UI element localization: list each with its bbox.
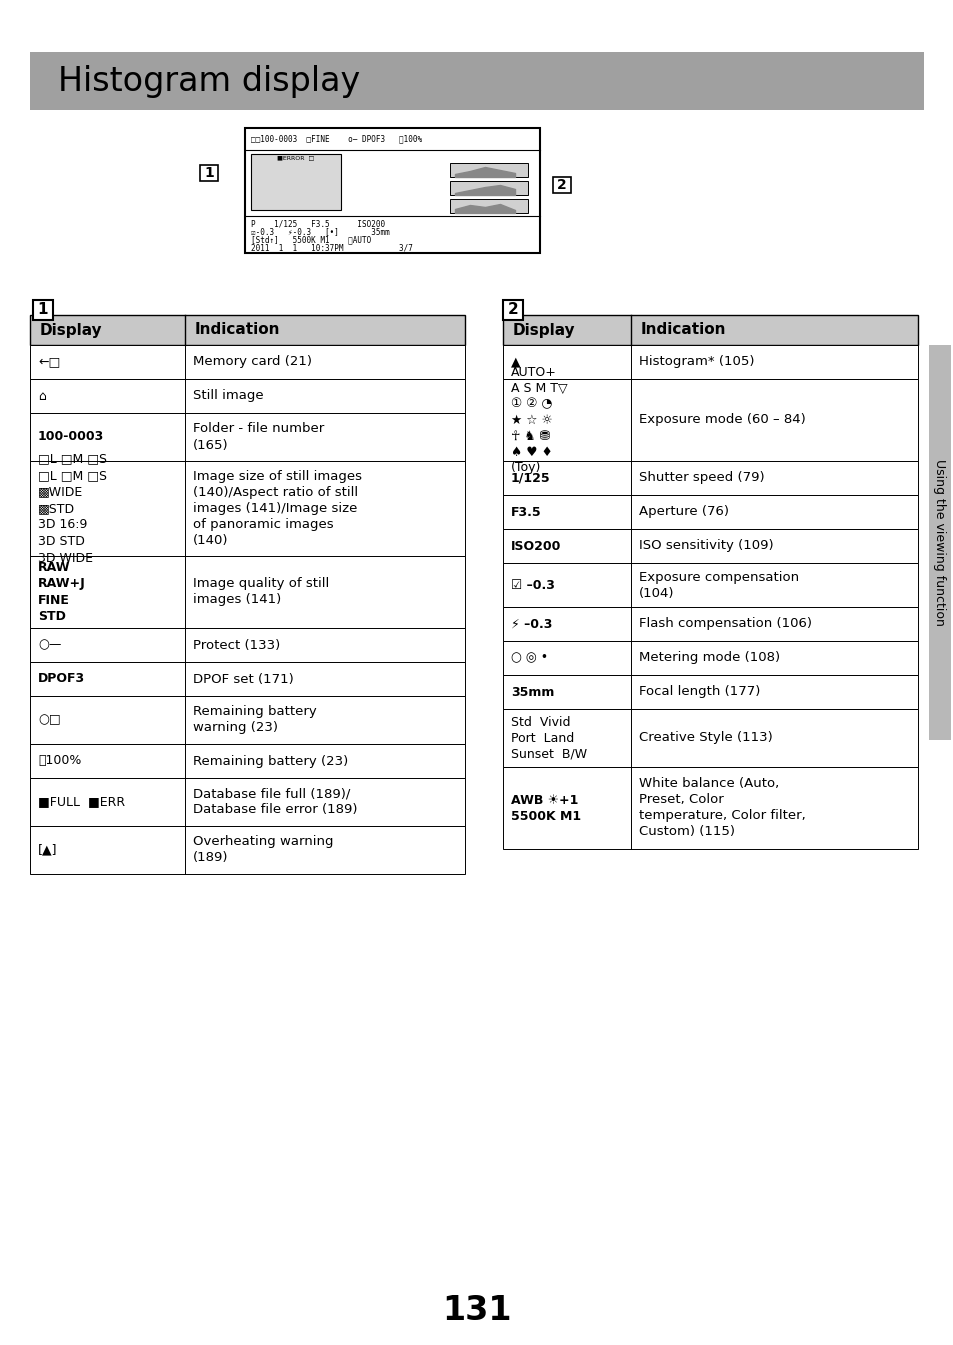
Text: ⚡ –0.3: ⚡ –0.3	[511, 617, 552, 631]
Text: Histogram* (105): Histogram* (105)	[639, 355, 754, 369]
Bar	[553, 178, 571, 192]
Text: ⌂: ⌂	[38, 390, 46, 402]
Text: Flash compensation (106): Flash compensation (106)	[639, 617, 811, 631]
Bar	[33, 300, 53, 320]
Text: 2011  1  1   10:37PM            3/7: 2011 1 1 10:37PM 3/7	[251, 243, 413, 253]
Text: ☑-0.3   ⚡-0.3   [•]       35mm: ☑-0.3 ⚡-0.3 [•] 35mm	[251, 227, 390, 237]
Text: P    1/125   F3.5      ISO200: P 1/125 F3.5 ISO200	[251, 219, 385, 229]
Text: White balance (Auto,
Preset, Color
temperature, Color filter,
Custom) (115): White balance (Auto, Preset, Color tempe…	[639, 777, 805, 838]
Bar	[30, 461, 464, 555]
Text: Display: Display	[513, 323, 575, 338]
Text: 35mm: 35mm	[511, 686, 554, 698]
Bar	[30, 346, 464, 379]
Bar	[30, 379, 464, 413]
Text: □□100-0003  □FINE    o– DPOF3   ⯿100%: □□100-0003 □FINE o– DPOF3 ⯿100%	[251, 134, 421, 144]
Text: F3.5: F3.5	[511, 506, 541, 519]
Text: ■FULL  ■ERR: ■FULL ■ERR	[38, 795, 125, 808]
Text: Database file full (189)/
Database file error (189): Database file full (189)/ Database file …	[193, 788, 357, 816]
Bar	[502, 346, 917, 379]
Text: Indication: Indication	[640, 323, 726, 338]
Text: Still image: Still image	[193, 390, 263, 402]
Text: Using the viewing function: Using the viewing function	[933, 459, 945, 625]
Text: 1: 1	[204, 165, 213, 180]
Text: Std  Vivid
Port  Land
Sunset  B/W: Std Vivid Port Land Sunset B/W	[511, 716, 586, 760]
Text: Protect (133): Protect (133)	[193, 639, 280, 651]
Bar	[30, 628, 464, 662]
Bar	[502, 461, 917, 495]
Bar	[502, 495, 917, 529]
Text: Remaining battery
warning (23): Remaining battery warning (23)	[193, 706, 316, 734]
Text: 1: 1	[38, 303, 49, 317]
Bar	[450, 163, 527, 178]
Text: 2: 2	[507, 303, 517, 317]
Bar	[30, 826, 464, 874]
Bar	[30, 555, 464, 628]
Text: Overheating warning
(189): Overheating warning (189)	[193, 835, 334, 865]
Bar	[502, 564, 917, 607]
Text: 100-0003: 100-0003	[38, 430, 104, 444]
Text: ▲: ▲	[511, 355, 520, 369]
Text: Folder - file number
(165): Folder - file number (165)	[193, 422, 324, 452]
Text: Remaining battery (23): Remaining battery (23)	[193, 755, 348, 768]
Bar	[502, 767, 917, 849]
Text: Memory card (21): Memory card (21)	[193, 355, 312, 369]
Text: Exposure compensation
(104): Exposure compensation (104)	[639, 570, 799, 600]
Bar	[30, 662, 464, 695]
Bar	[502, 607, 917, 642]
Text: Exposure mode (60 – 84): Exposure mode (60 – 84)	[639, 413, 805, 426]
Bar	[200, 165, 218, 182]
Text: DPOF set (171): DPOF set (171)	[193, 672, 294, 686]
Text: ISO200: ISO200	[511, 539, 560, 553]
Bar	[30, 52, 923, 110]
Text: ■ERROR  □: ■ERROR □	[277, 156, 314, 160]
Text: Display: Display	[40, 323, 103, 338]
Text: Image size of still images
(140)/Aspect ratio of still
images (141)/Image size
o: Image size of still images (140)/Aspect …	[193, 469, 361, 547]
Bar	[251, 153, 340, 210]
Bar	[502, 300, 522, 320]
Bar	[450, 199, 527, 213]
Text: RAW
RAW+J
FINE
STD: RAW RAW+J FINE STD	[38, 561, 86, 623]
Text: Indication: Indication	[194, 323, 280, 338]
Text: Creative Style (113): Creative Style (113)	[639, 732, 772, 745]
Bar	[502, 315, 917, 346]
Text: ←□: ←□	[38, 355, 60, 369]
Text: AWB ☀+1
5500K M1: AWB ☀+1 5500K M1	[511, 794, 580, 823]
Bar	[245, 128, 539, 253]
Bar	[502, 529, 917, 564]
Text: ○□: ○□	[38, 713, 61, 726]
Bar	[30, 744, 464, 777]
Text: [Std↑]   5500K M1    ⒶAUTO: [Std↑] 5500K M1 ⒶAUTO	[251, 235, 371, 245]
Text: AUTO+
A S M T▽
① ② ◔
★ ☆ ☼
☥ ♞ ⛃
♠ ♥ ♦
(Toy): AUTO+ A S M T▽ ① ② ◔ ★ ☆ ☼ ☥ ♞ ⛃ ♠ ♥ ♦ (…	[511, 366, 567, 475]
Bar	[30, 777, 464, 826]
Text: Focal length (177): Focal length (177)	[639, 686, 760, 698]
Text: 2: 2	[557, 178, 566, 192]
Text: [▲]: [▲]	[38, 843, 57, 857]
Text: Shutter speed (79): Shutter speed (79)	[639, 472, 763, 484]
Text: ○—: ○—	[38, 639, 61, 651]
Text: ISO sensitivity (109): ISO sensitivity (109)	[639, 539, 773, 553]
Bar	[30, 695, 464, 744]
Text: Aperture (76): Aperture (76)	[639, 506, 728, 519]
Text: Histogram display: Histogram display	[58, 65, 360, 97]
Text: Metering mode (108): Metering mode (108)	[639, 651, 780, 664]
Text: ☑ –0.3: ☑ –0.3	[511, 578, 555, 592]
Bar	[30, 315, 464, 346]
Bar	[450, 182, 527, 195]
Bar	[502, 642, 917, 675]
Bar	[502, 709, 917, 767]
Text: ○ ◎ •: ○ ◎ •	[511, 651, 548, 664]
Text: 131: 131	[442, 1294, 511, 1326]
Text: □L □M □S
□L □M □S
▩WIDE
▩STD
3D 16:9
3D STD
3D WIDE: □L □M □S □L □M □S ▩WIDE ▩STD 3D 16:9 3D …	[38, 452, 107, 565]
Bar	[30, 413, 464, 461]
Bar	[502, 379, 917, 461]
Text: 1/125: 1/125	[511, 472, 550, 484]
Text: ⯿100%: ⯿100%	[38, 755, 81, 768]
Text: DPOF3: DPOF3	[38, 672, 85, 686]
Bar	[502, 675, 917, 709]
Text: Image quality of still
images (141): Image quality of still images (141)	[193, 577, 329, 607]
Bar	[928, 346, 950, 740]
